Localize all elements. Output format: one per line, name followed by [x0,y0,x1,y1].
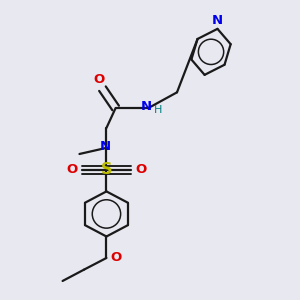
Text: O: O [110,251,122,265]
Text: N: N [140,100,152,113]
Text: H: H [154,105,163,116]
Text: O: O [93,73,104,85]
Text: O: O [66,163,77,176]
Text: N: N [212,14,223,27]
Text: N: N [99,140,110,153]
Text: S: S [101,162,112,177]
Text: O: O [136,163,147,176]
